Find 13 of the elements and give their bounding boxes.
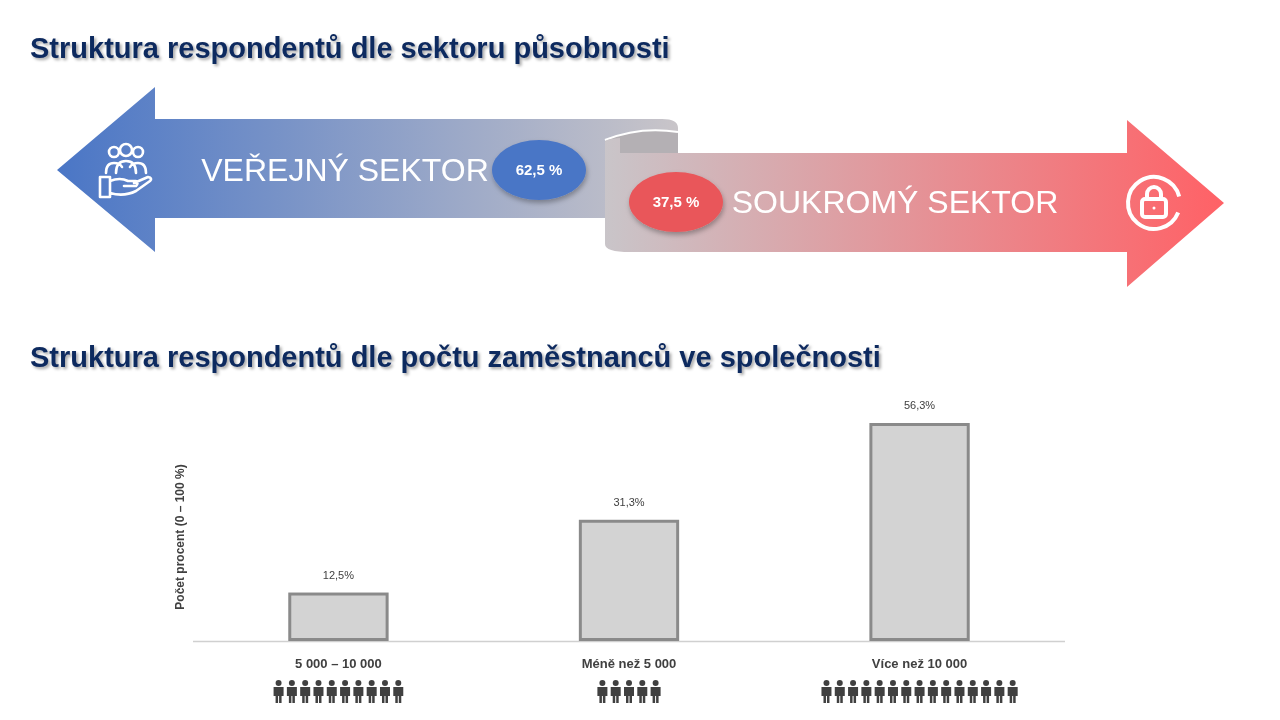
data-label: 56,3% [903, 399, 936, 411]
data-label: 62,5 % [515, 161, 563, 179]
category-label: VEŘEJNÝ SEKTOR [201, 152, 489, 189]
x-tick-label: Více než 10 000 [871, 656, 968, 671]
x-tick-label: Méně než 5 000 [581, 656, 677, 671]
x-tick-label: 5 000 – 10 000 [295, 656, 382, 671]
chart-title: Struktura respondentů dle počtu zaměstnanců ve společnosti [30, 341, 881, 373]
data-label: 37,5 % [652, 193, 700, 211]
data-label: 12,5% [322, 568, 355, 581]
data-label: 31,3% [613, 495, 645, 508]
category-label: SOUKROMÝ SEKTOR [731, 184, 1059, 221]
y-axis-title: Počet procent (0 – 100 %) [173, 464, 187, 610]
text: Struktura respondentů dle sektoru působnosti [30, 32, 670, 64]
